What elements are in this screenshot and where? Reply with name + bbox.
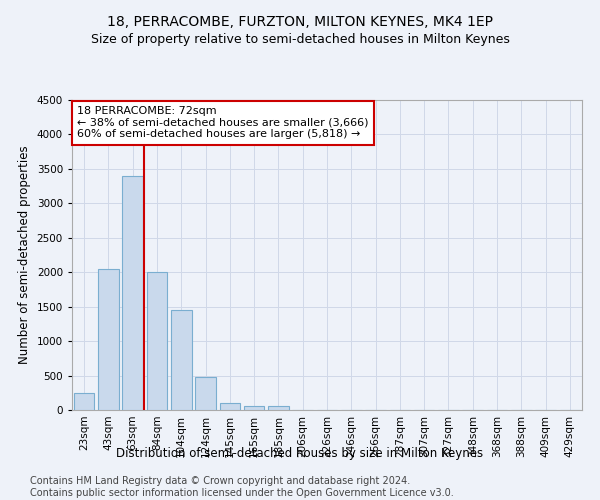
Text: 18 PERRACOMBE: 72sqm
← 38% of semi-detached houses are smaller (3,666)
60% of se: 18 PERRACOMBE: 72sqm ← 38% of semi-detac…	[77, 106, 368, 140]
Text: 18, PERRACOMBE, FURZTON, MILTON KEYNES, MK4 1EP: 18, PERRACOMBE, FURZTON, MILTON KEYNES, …	[107, 15, 493, 29]
Y-axis label: Number of semi-detached properties: Number of semi-detached properties	[18, 146, 31, 364]
Bar	[98, 269, 119, 410]
Bar	[171, 310, 191, 410]
Text: Distribution of semi-detached houses by size in Milton Keynes: Distribution of semi-detached houses by …	[116, 448, 484, 460]
Bar	[146, 272, 167, 410]
Bar	[122, 176, 143, 410]
Bar	[74, 393, 94, 410]
Bar	[195, 378, 216, 410]
Bar	[220, 403, 240, 410]
Bar	[268, 406, 289, 410]
Bar	[244, 406, 265, 410]
Text: Size of property relative to semi-detached houses in Milton Keynes: Size of property relative to semi-detach…	[91, 32, 509, 46]
Text: Contains HM Land Registry data © Crown copyright and database right 2024.
Contai: Contains HM Land Registry data © Crown c…	[30, 476, 454, 498]
